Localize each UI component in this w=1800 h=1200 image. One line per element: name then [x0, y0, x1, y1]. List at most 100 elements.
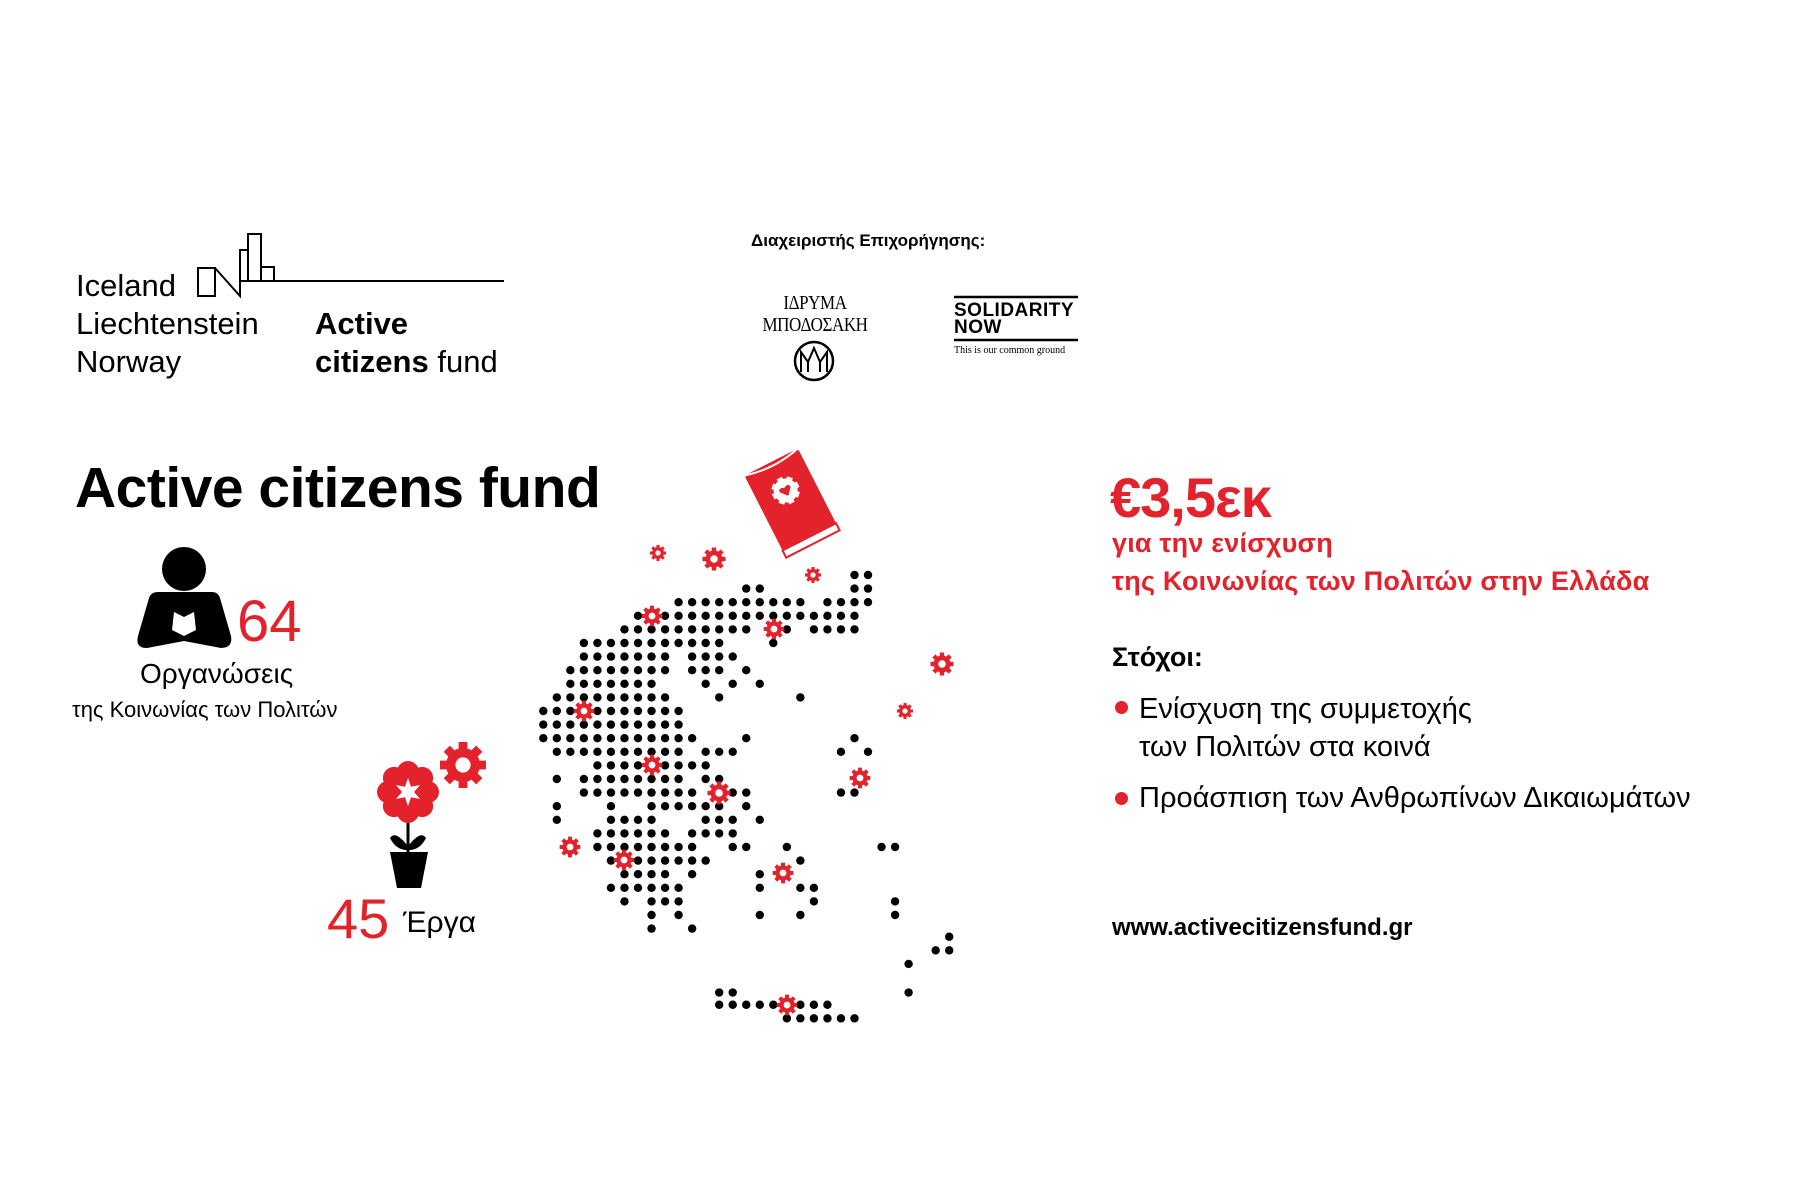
- map-dot: [728, 1000, 737, 1009]
- map-dot: [809, 883, 819, 892]
- map-dot: [579, 693, 589, 702]
- map-dot: [606, 842, 616, 852]
- map-dot: [620, 815, 629, 824]
- map-dot: [579, 788, 589, 797]
- map-dot: [606, 761, 616, 770]
- map-dot: [606, 747, 616, 756]
- map-dot: [647, 666, 656, 675]
- funding-line2: της Κοινωνίας των Πολιτών στην Ελλάδα: [1112, 566, 1650, 596]
- goal-bullet-icon: [1115, 701, 1128, 714]
- map-dot: [593, 747, 602, 756]
- map-dot: [620, 774, 629, 784]
- map-dot: [728, 679, 737, 688]
- map-dot: [606, 734, 616, 743]
- map-dot: [620, 693, 629, 702]
- map-dot: [647, 706, 656, 716]
- gear-icon: [573, 700, 595, 722]
- map-dot: [660, 611, 670, 620]
- map-dot: [660, 693, 670, 702]
- map-dot: [606, 829, 616, 838]
- map-dot: [593, 788, 602, 797]
- map-dot: [633, 734, 643, 743]
- map-dot: [647, 870, 656, 879]
- map-dot: [755, 598, 764, 607]
- map-dot: [647, 802, 656, 811]
- map-dot: [579, 734, 589, 743]
- map-dot: [823, 1014, 832, 1023]
- map-dot: [701, 598, 710, 607]
- map-dot: [687, 625, 697, 634]
- map-dot: [850, 1014, 859, 1023]
- map-dot: [660, 734, 670, 743]
- map-dot: [674, 897, 683, 906]
- map-dot: [796, 883, 805, 892]
- map-dot: [823, 625, 832, 634]
- logo-acf-active: Active: [315, 306, 409, 341]
- map-dot: [687, 924, 697, 933]
- map-dot: [674, 638, 683, 648]
- map-dot: [714, 598, 724, 607]
- logo-acf-fund: fund: [437, 344, 498, 379]
- map-dot: [796, 910, 805, 920]
- projects-count: 45: [327, 887, 390, 950]
- map-dot: [714, 693, 724, 702]
- map-dot: [647, 883, 656, 892]
- gear-icon: [896, 702, 914, 720]
- map-dot: [552, 815, 562, 824]
- map-dot: [593, 734, 602, 743]
- map-dot: [606, 802, 616, 811]
- website-link[interactable]: www.activecitizensfund.gr: [1112, 914, 1413, 941]
- map-dot: [687, 788, 697, 797]
- map-dot: [579, 652, 589, 661]
- map-dot: [633, 747, 643, 756]
- map-dot: [687, 638, 697, 648]
- map-dot: [674, 883, 683, 892]
- map-dot: [606, 666, 616, 675]
- map-dot: [755, 910, 764, 920]
- flower-gear-icon: [440, 742, 486, 788]
- gear-icon: [613, 849, 635, 871]
- gear-icon: [772, 862, 794, 884]
- book-gear-icon: [771, 476, 800, 505]
- map-dot: [552, 747, 562, 756]
- goal-item-2: Προάσπιση των Ανθρωπίνων Δικαιωμάτων: [1139, 782, 1691, 814]
- solidarity-now-tagline: This is our common ground: [954, 345, 1066, 356]
- map-dot: [728, 625, 737, 634]
- map-dot: [674, 842, 683, 852]
- map-dot: [728, 988, 737, 997]
- map-dot: [714, 611, 724, 620]
- map-dot: [633, 693, 643, 702]
- active-citizens-fund-logo-text: Active citizens fund: [315, 305, 498, 381]
- map-dot: [660, 761, 670, 770]
- gear-icon: [930, 652, 954, 676]
- map-dot: [593, 761, 602, 770]
- map-dot: [606, 856, 616, 865]
- map-dot: [701, 856, 710, 865]
- map-dot: [620, 883, 629, 892]
- map-dot: [620, 829, 629, 838]
- map-dot: [539, 720, 548, 729]
- flower-pot-icon: [377, 742, 486, 888]
- map-dot: [823, 1000, 832, 1009]
- map-dot: [606, 883, 616, 892]
- map-dot: [701, 761, 710, 770]
- map-dot: [850, 570, 859, 580]
- goals-heading: Στόχοι:: [1112, 642, 1203, 672]
- map-dot: [742, 802, 751, 811]
- map-dot: [850, 734, 859, 743]
- map-dot: [633, 679, 643, 688]
- map-dot: [606, 638, 616, 648]
- map-dot: [660, 625, 670, 634]
- map-dot: [647, 815, 656, 824]
- map-dot: [687, 666, 697, 675]
- map-dot: [687, 829, 697, 838]
- map-dot: [660, 897, 670, 906]
- map-dot: [579, 774, 589, 784]
- map-dot: [579, 747, 589, 756]
- map-dot: [687, 598, 697, 607]
- organizations-sublabel: της Κοινωνίας των Πολιτών: [72, 697, 338, 722]
- funding-description: για την ενίσχυση της Κοινωνίας των Πολιτ…: [1112, 524, 1649, 600]
- map-dot: [945, 932, 954, 941]
- map-dot: [647, 924, 656, 933]
- map-dot: [647, 693, 656, 702]
